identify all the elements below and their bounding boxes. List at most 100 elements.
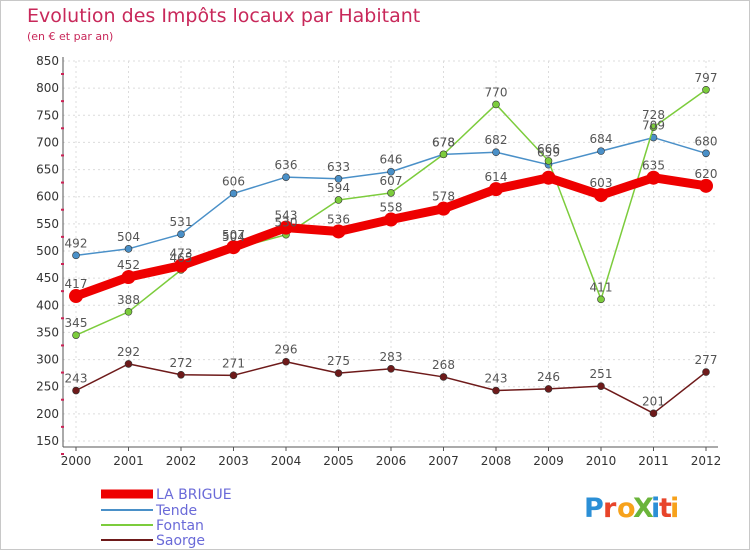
y-tick-label: 150 <box>36 434 59 448</box>
data-label: 684 <box>590 132 613 146</box>
x-tick-label: 2012 <box>691 454 722 468</box>
legend-label: Saorge <box>156 533 205 549</box>
data-point <box>72 251 80 260</box>
data-point <box>492 386 500 395</box>
data-point <box>72 331 80 339</box>
data-label: 682 <box>485 133 508 147</box>
data-point <box>124 360 133 368</box>
x-tick-label: 2004 <box>271 454 302 468</box>
data-label: 345 <box>65 316 88 330</box>
logo-letter: i <box>670 493 679 524</box>
data-label: 728 <box>642 108 665 122</box>
data-point <box>597 382 605 390</box>
x-tick-label: 2011 <box>638 454 669 468</box>
data-point <box>541 170 556 185</box>
data-label: 607 <box>380 174 403 188</box>
x-tick-label: 2003 <box>218 454 249 468</box>
data-point <box>124 245 133 253</box>
legend-label: Tende <box>155 503 197 519</box>
legend-label: Fontan <box>156 518 204 534</box>
data-label: 251 <box>590 367 613 381</box>
data-point <box>597 147 605 155</box>
y-tick-label: 600 <box>36 190 59 204</box>
y-tick-label: 450 <box>36 271 59 285</box>
data-point <box>702 368 710 376</box>
data-point <box>334 369 343 377</box>
data-point <box>69 289 83 304</box>
data-point <box>439 373 448 381</box>
data-point <box>226 240 241 255</box>
data-point <box>597 295 605 304</box>
data-point <box>702 149 710 158</box>
data-point <box>702 85 710 94</box>
data-point <box>177 230 185 238</box>
data-label: 536 <box>327 212 350 226</box>
data-point <box>544 157 553 165</box>
y-tick-label: 500 <box>36 244 59 258</box>
data-label: 473 <box>170 247 193 261</box>
data-point <box>282 173 290 181</box>
data-point <box>229 371 238 380</box>
data-point <box>544 385 553 393</box>
data-point <box>121 270 136 285</box>
data-label: 452 <box>117 258 140 272</box>
data-label: 246 <box>537 370 560 384</box>
data-label: 678 <box>432 135 455 149</box>
data-label: 646 <box>380 153 403 167</box>
x-tick-label: 2007 <box>428 454 459 468</box>
logo-letter: P <box>584 493 604 524</box>
data-point <box>489 182 503 197</box>
data-label: 603 <box>590 176 613 190</box>
data-point <box>649 409 658 418</box>
y-tick-label: 800 <box>36 81 59 95</box>
data-point <box>331 224 346 239</box>
data-point <box>436 201 451 216</box>
data-point <box>124 307 133 316</box>
y-tick-label: 250 <box>36 380 59 394</box>
data-label: 507 <box>222 228 245 242</box>
data-label: 465 <box>170 251 193 265</box>
y-tick-label: 400 <box>36 298 59 312</box>
data-label: 292 <box>117 345 140 359</box>
data-label: 558 <box>380 201 403 215</box>
data-label: 636 <box>275 158 298 172</box>
data-point <box>384 212 398 227</box>
data-label: 417 <box>65 277 88 291</box>
data-label: 388 <box>117 293 140 307</box>
data-point <box>387 167 395 176</box>
data-label: 296 <box>275 343 298 357</box>
data-label: 709 <box>642 119 665 133</box>
data-label: 666 <box>537 142 560 156</box>
logo-letter: i <box>651 493 660 524</box>
data-label: 635 <box>642 159 665 173</box>
x-tick-label: 2006 <box>376 454 407 468</box>
data-label: 530 <box>275 216 298 230</box>
data-label: 411 <box>590 280 613 294</box>
data-label: 678 <box>432 135 455 149</box>
y-tick-label: 700 <box>36 135 59 149</box>
data-point <box>177 370 185 379</box>
data-label: 797 <box>695 71 718 85</box>
data-label: 659 <box>537 146 560 160</box>
x-tick-label: 2002 <box>166 454 197 468</box>
data-point <box>334 175 343 183</box>
data-point <box>72 386 80 395</box>
data-label: 268 <box>432 358 455 372</box>
data-point <box>699 178 713 193</box>
data-label: 578 <box>432 190 455 204</box>
data-label: 606 <box>222 174 245 188</box>
y-tick-label: 200 <box>36 407 59 421</box>
data-point <box>646 170 661 185</box>
x-tick-label: 2009 <box>533 454 564 468</box>
data-point <box>649 123 658 132</box>
data-point <box>492 148 500 156</box>
data-label: 504 <box>222 230 245 244</box>
data-label: 770 <box>485 85 508 99</box>
y-tick-label: 650 <box>36 163 59 177</box>
data-point <box>229 189 238 198</box>
data-label: 277 <box>695 353 718 367</box>
data-point <box>279 220 293 235</box>
data-label: 594 <box>327 181 350 195</box>
